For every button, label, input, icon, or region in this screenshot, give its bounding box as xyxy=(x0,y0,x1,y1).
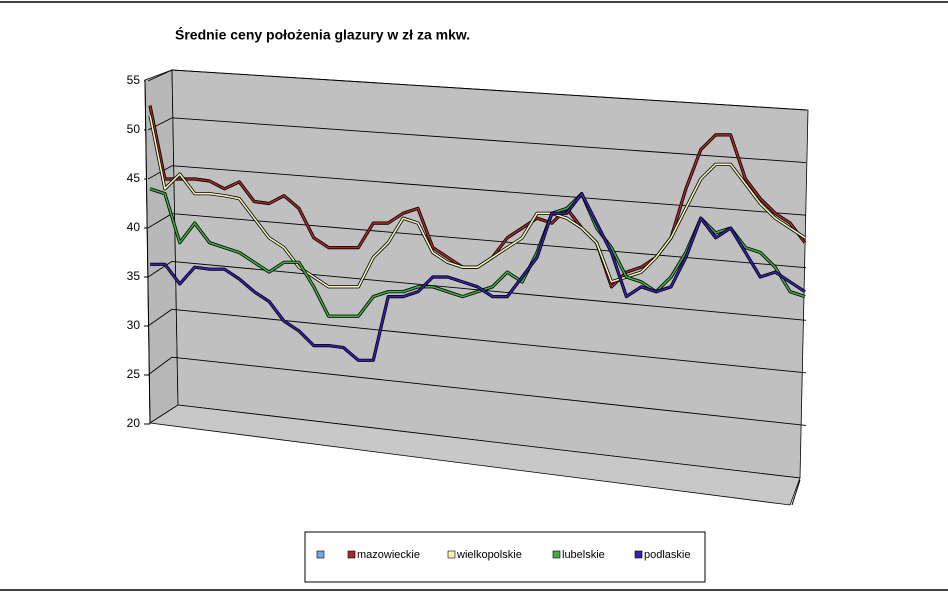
y-tick-label: 25 xyxy=(127,367,141,381)
legend-label: lubelskie xyxy=(562,549,605,561)
grid-line xyxy=(171,69,807,111)
chart-title: Średnie ceny położenia glazury w zł za m… xyxy=(175,26,470,43)
side-grid-line xyxy=(147,356,173,376)
side-grid-line xyxy=(147,213,173,229)
side-grid-line xyxy=(147,308,173,327)
y-axis xyxy=(144,79,151,424)
legend-swatch xyxy=(347,550,356,559)
legend: mazowieckie wielkopolskie lubelskie podlask… xyxy=(304,531,706,583)
y-tick-label: 35 xyxy=(127,269,141,283)
y-tick-label: 55 xyxy=(127,73,141,87)
side-grid-line xyxy=(147,69,173,82)
side-grid-line xyxy=(147,261,173,278)
grid-line xyxy=(171,165,807,216)
legend-swatch xyxy=(316,550,325,559)
legend-label: podlaskie xyxy=(644,549,690,561)
grid-line xyxy=(171,356,807,426)
legend-swatch xyxy=(634,550,643,559)
grid-line xyxy=(171,260,807,321)
y-tick-label: 30 xyxy=(127,318,141,332)
y-tick-label: 20 xyxy=(127,416,141,430)
y-tick-label: 45 xyxy=(127,171,141,185)
series-line xyxy=(149,115,806,288)
series-line xyxy=(150,192,806,362)
legend-label: mazowieckie xyxy=(357,549,420,561)
grid-line xyxy=(171,213,807,269)
y-tick-label: 40 xyxy=(127,220,141,234)
axis-tick xyxy=(791,479,801,506)
legend-label: wielkopolskie xyxy=(456,549,522,561)
y-tick-label: 50 xyxy=(127,122,141,136)
grid-line xyxy=(171,308,807,374)
legend-swatch xyxy=(552,550,561,559)
floor xyxy=(148,404,801,506)
legend-swatch xyxy=(447,550,456,559)
